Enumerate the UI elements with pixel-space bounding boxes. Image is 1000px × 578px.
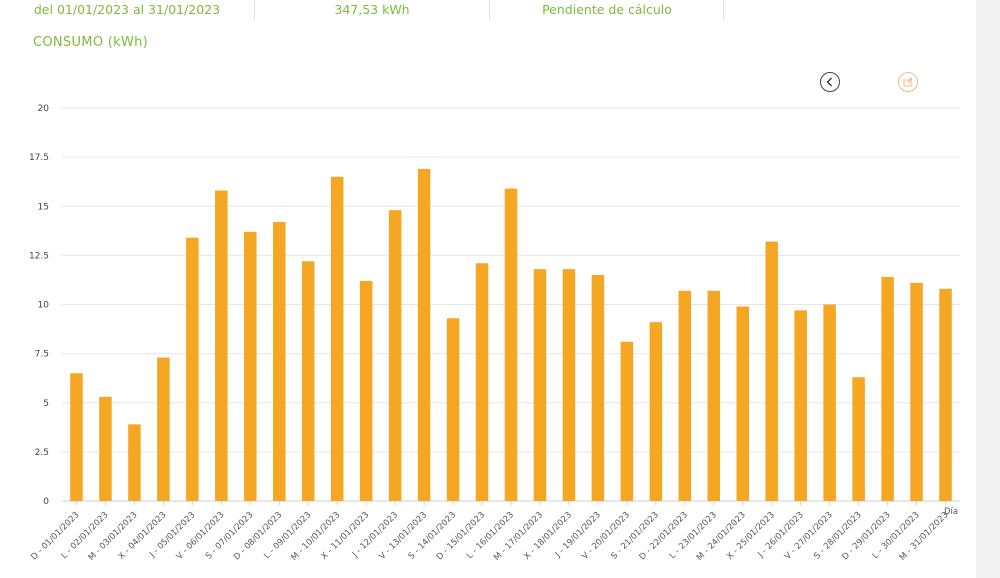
y-tick-label: 2.5 (35, 448, 49, 458)
calculation-status: Pendiente de cálculo (542, 2, 672, 17)
bar (244, 231, 257, 502)
divider (254, 0, 255, 20)
share-icon (903, 78, 912, 87)
bar (475, 263, 489, 501)
y-tick-label: 12.5 (29, 251, 49, 261)
y-tick-label: 20 (38, 104, 50, 114)
bar (533, 269, 547, 501)
bar (620, 341, 634, 501)
bar (157, 357, 170, 501)
y-tick-label: 15 (38, 202, 49, 212)
bar (70, 373, 83, 501)
bar (359, 280, 373, 501)
bar (504, 188, 518, 501)
bar (417, 168, 431, 502)
divider (489, 0, 490, 20)
bar (273, 221, 286, 501)
bar (128, 424, 141, 501)
bar (99, 396, 112, 501)
bar (186, 237, 199, 501)
bar (823, 304, 836, 501)
y-tick-label: 7.5 (35, 350, 49, 360)
consumption-panel: del 01/01/2023 al 31/01/2023 347,53 kWh … (0, 0, 976, 578)
y-tick-label: 0 (43, 497, 49, 507)
bar (301, 261, 315, 501)
bar (852, 377, 865, 501)
x-axis-label: Día (944, 507, 958, 517)
divider (723, 0, 724, 20)
back-button[interactable] (820, 72, 840, 92)
chevron-left-icon (826, 77, 832, 87)
bar (794, 310, 807, 501)
bar (910, 282, 923, 501)
y-tick-label: 17.5 (29, 153, 49, 163)
bar (765, 241, 778, 501)
bar (881, 276, 894, 501)
bar (562, 269, 576, 501)
bar (591, 275, 605, 501)
chart-title: CONSUMO (kWh) (33, 35, 149, 50)
bar (649, 322, 663, 501)
bar (215, 190, 228, 501)
y-tick-label: 5 (43, 399, 49, 409)
x-tick-label: D - 01/01/2023 (29, 510, 81, 562)
y-tick-label: 10 (38, 301, 50, 311)
period-range: del 01/01/2023 al 31/01/2023 (33, 2, 221, 17)
summary-bar: del 01/01/2023 al 31/01/2023 347,53 kWh … (0, 0, 976, 20)
bar (707, 290, 721, 501)
bar (388, 210, 402, 501)
total-consumption: 347,53 kWh (334, 2, 410, 17)
bar (678, 290, 692, 501)
share-button[interactable] (898, 72, 918, 92)
bar (736, 306, 749, 501)
bar (939, 288, 952, 501)
bar (330, 176, 344, 501)
bar (446, 318, 460, 501)
